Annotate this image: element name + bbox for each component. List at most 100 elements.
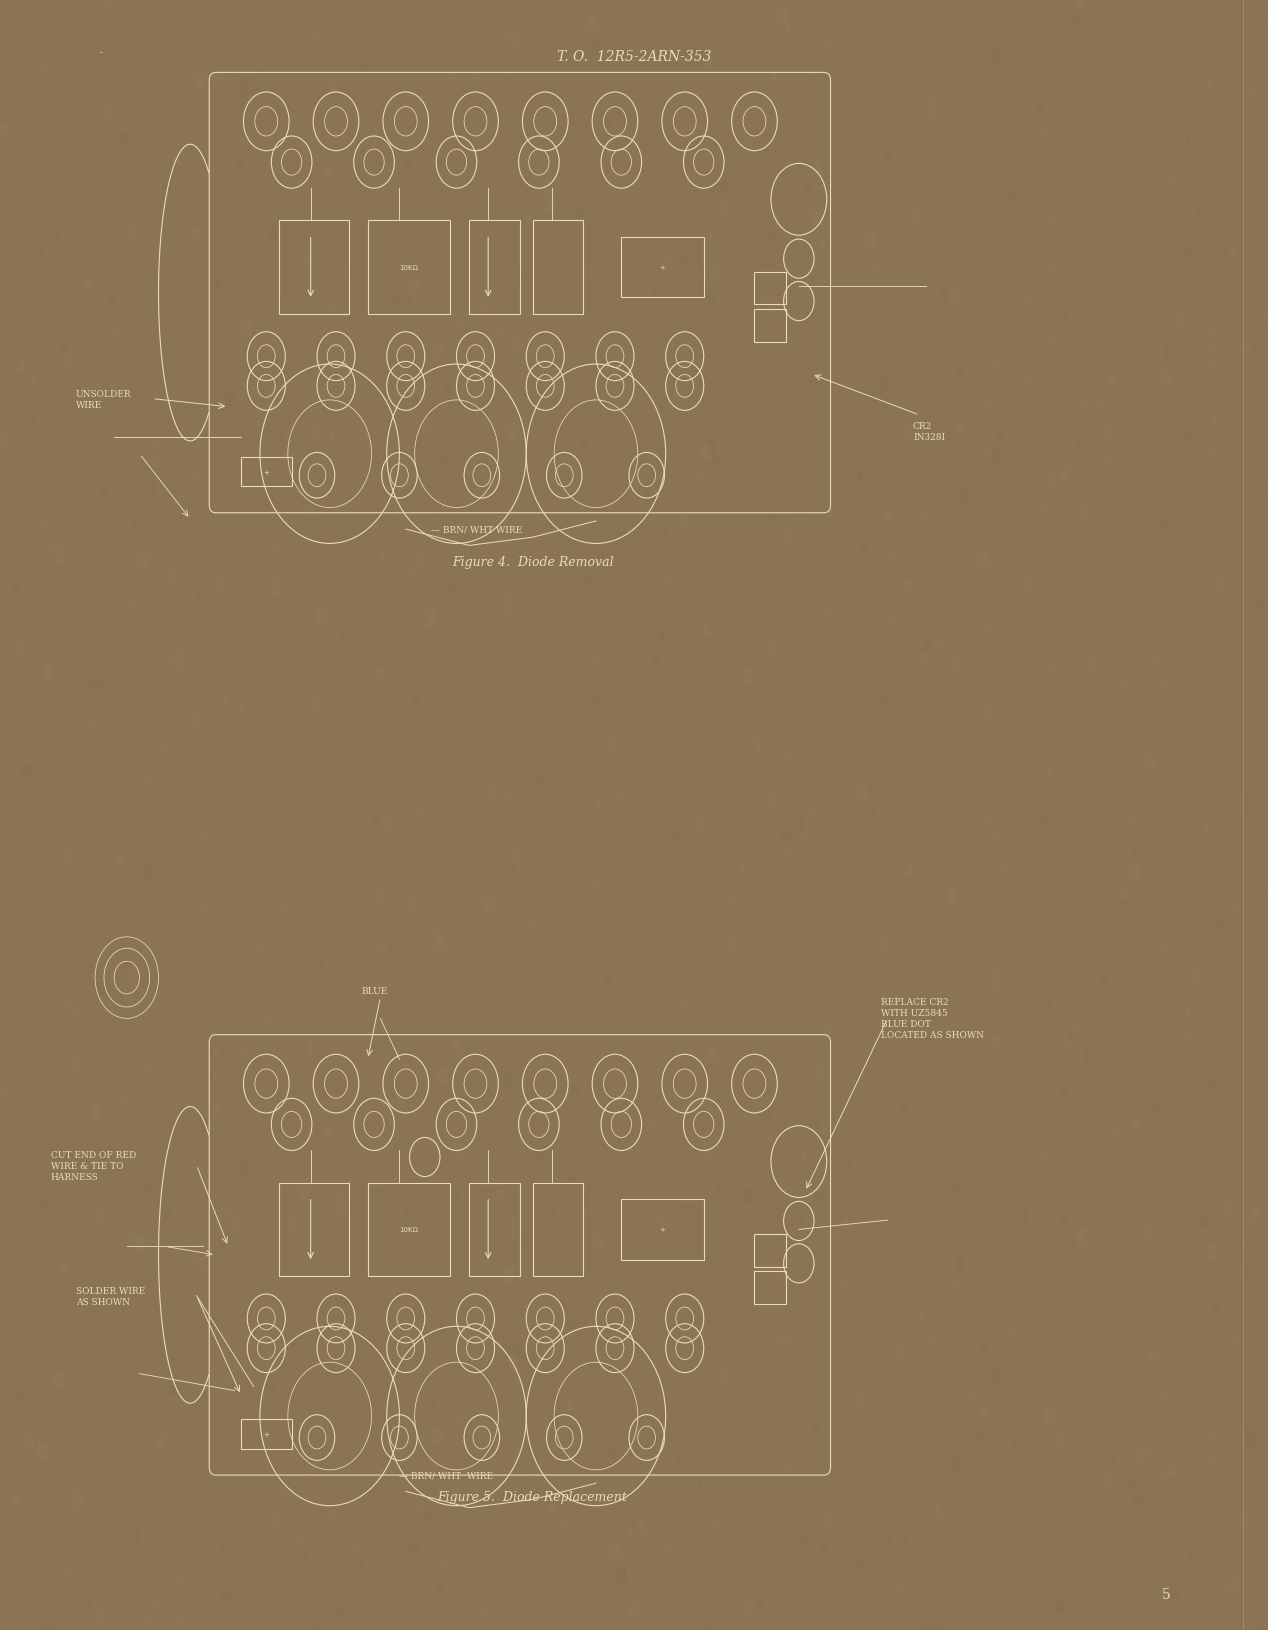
Bar	[23, 214, 29, 225]
Bar	[588, 807, 598, 823]
Bar	[885, 605, 891, 613]
Bar	[321, 1033, 327, 1045]
Bar	[1201, 1214, 1208, 1227]
Bar	[915, 295, 923, 308]
Bar	[597, 1270, 606, 1286]
Bar	[467, 1454, 473, 1465]
Bar	[208, 1350, 214, 1363]
Bar	[186, 114, 190, 119]
Bar	[1159, 1472, 1167, 1483]
Bar	[1131, 1157, 1134, 1162]
Bar	[13, 1493, 22, 1508]
Bar	[1018, 0, 1027, 5]
Bar	[1241, 799, 1249, 812]
Bar	[1160, 515, 1169, 531]
Bar	[952, 1506, 957, 1514]
Bar	[34, 999, 41, 1011]
Bar	[1189, 137, 1192, 143]
Bar	[1163, 474, 1165, 478]
Bar	[505, 381, 508, 388]
Bar	[1099, 654, 1104, 662]
Bar	[1130, 813, 1135, 822]
Bar	[1210, 629, 1217, 642]
Bar	[470, 474, 474, 481]
Bar	[1063, 311, 1069, 321]
Bar	[1156, 592, 1160, 598]
Bar	[1191, 308, 1197, 318]
Bar	[396, 978, 397, 980]
Bar	[1245, 158, 1249, 166]
Bar	[571, 1076, 573, 1081]
Bar	[544, 971, 549, 980]
Bar	[249, 574, 254, 584]
Bar	[402, 742, 407, 750]
Bar	[605, 284, 607, 289]
Bar	[265, 1403, 273, 1418]
Bar	[725, 1470, 727, 1474]
Bar	[1061, 1213, 1068, 1224]
Bar	[413, 438, 422, 453]
Bar	[642, 246, 647, 254]
Bar	[739, 864, 746, 874]
Bar	[294, 82, 301, 93]
Bar	[725, 914, 730, 923]
Bar	[521, 1188, 524, 1192]
Bar	[1155, 57, 1158, 62]
Bar	[1084, 1571, 1088, 1578]
Bar	[479, 862, 486, 874]
Bar	[495, 986, 497, 989]
Bar	[309, 1372, 314, 1381]
Bar	[1094, 756, 1098, 763]
Bar	[1230, 248, 1235, 258]
Bar	[339, 295, 346, 306]
Bar	[808, 716, 815, 729]
Bar	[297, 1545, 307, 1562]
Bar	[686, 49, 694, 60]
Bar	[624, 166, 625, 170]
Bar	[907, 603, 912, 615]
Bar	[6, 406, 9, 411]
Bar	[478, 903, 479, 905]
Bar	[459, 207, 469, 222]
Bar	[141, 597, 146, 606]
Bar	[391, 734, 398, 745]
Bar	[1090, 1201, 1096, 1209]
Bar	[1148, 1060, 1156, 1074]
Bar	[803, 883, 810, 896]
Text: UNSOLDER
WIRE: UNSOLDER WIRE	[76, 390, 132, 409]
Bar	[664, 1289, 668, 1296]
Bar	[384, 344, 392, 355]
Bar	[453, 1167, 455, 1172]
Bar	[526, 1081, 536, 1097]
Bar	[268, 1250, 271, 1257]
Bar	[1026, 96, 1028, 101]
Bar	[210, 129, 216, 137]
Bar	[25, 985, 30, 993]
Bar	[1210, 1428, 1219, 1441]
Bar	[456, 921, 462, 929]
Bar	[773, 67, 784, 83]
Bar	[989, 1581, 995, 1594]
Bar	[98, 1612, 104, 1623]
Bar	[792, 305, 798, 313]
Bar	[908, 988, 915, 1001]
Bar	[421, 1108, 426, 1115]
Bar	[706, 438, 716, 455]
Bar	[87, 316, 91, 321]
Bar	[943, 1218, 946, 1221]
Bar	[366, 88, 374, 101]
Bar	[269, 227, 279, 243]
Bar	[781, 337, 784, 342]
Bar	[751, 841, 753, 844]
Bar	[341, 751, 345, 760]
Bar	[36, 274, 39, 279]
Bar	[312, 122, 321, 139]
Bar	[735, 712, 738, 717]
Bar	[1230, 1469, 1235, 1477]
Bar	[657, 1421, 661, 1428]
Bar	[657, 406, 664, 419]
Bar	[749, 15, 751, 18]
Bar	[422, 911, 425, 916]
Bar	[824, 150, 828, 156]
Bar	[1130, 862, 1140, 880]
